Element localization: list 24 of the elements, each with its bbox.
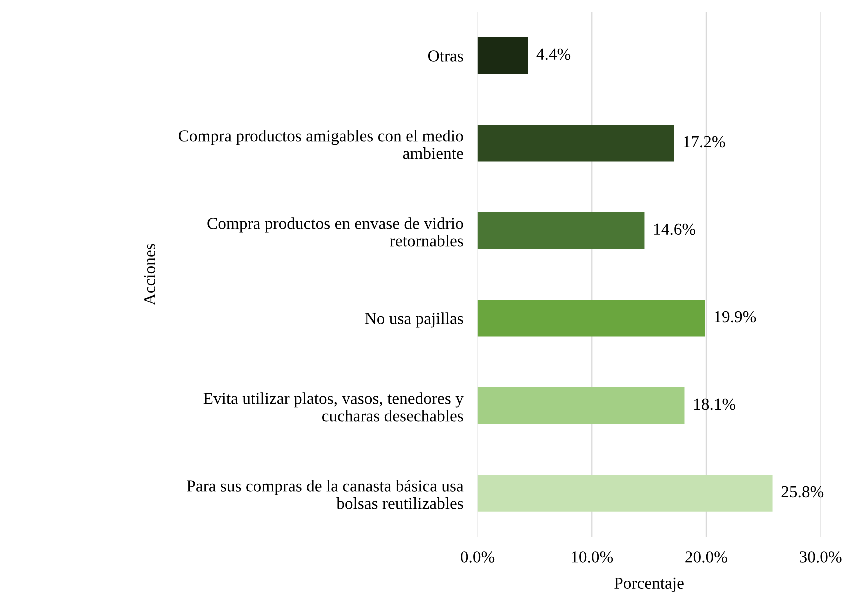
bar — [478, 475, 773, 512]
data-label: 18.1% — [694, 398, 736, 410]
bar — [478, 300, 706, 337]
x-axis-title: Porcentaje — [614, 578, 684, 592]
data-label: 25.8% — [782, 486, 824, 498]
y-tick-label: No usa pajillas — [365, 312, 464, 328]
x-tick-label: 0.0% — [461, 552, 495, 563]
y-tick-label: Otras — [428, 50, 464, 62]
y-axis-title: Acciones — [144, 244, 156, 306]
y-tick-label: Compra productos amigables con el medio ambiente — [179, 130, 464, 160]
data-label: 14.6% — [654, 224, 696, 236]
bar — [478, 212, 645, 250]
y-tick-label: Evita utilizar platos, vasos, tenedores y cucharas desechables — [204, 392, 464, 422]
x-tick-label: 10.0% — [572, 552, 614, 563]
y-tick-label: Para sus compras de la canasta básica usa bolsas reutilizables — [187, 480, 464, 510]
x-tick-label: 30.0% — [800, 552, 842, 563]
data-label: 17.2% — [684, 136, 726, 148]
y-tick-label: Compra productos en envase de vidrio retornables — [208, 218, 464, 247]
bar — [478, 388, 685, 424]
data-label: 4.4% — [536, 48, 571, 60]
x-tick-label: 20.0% — [686, 552, 728, 563]
bar — [478, 38, 528, 74]
data-label: 19.9% — [715, 311, 756, 323]
bar — [478, 125, 674, 162]
